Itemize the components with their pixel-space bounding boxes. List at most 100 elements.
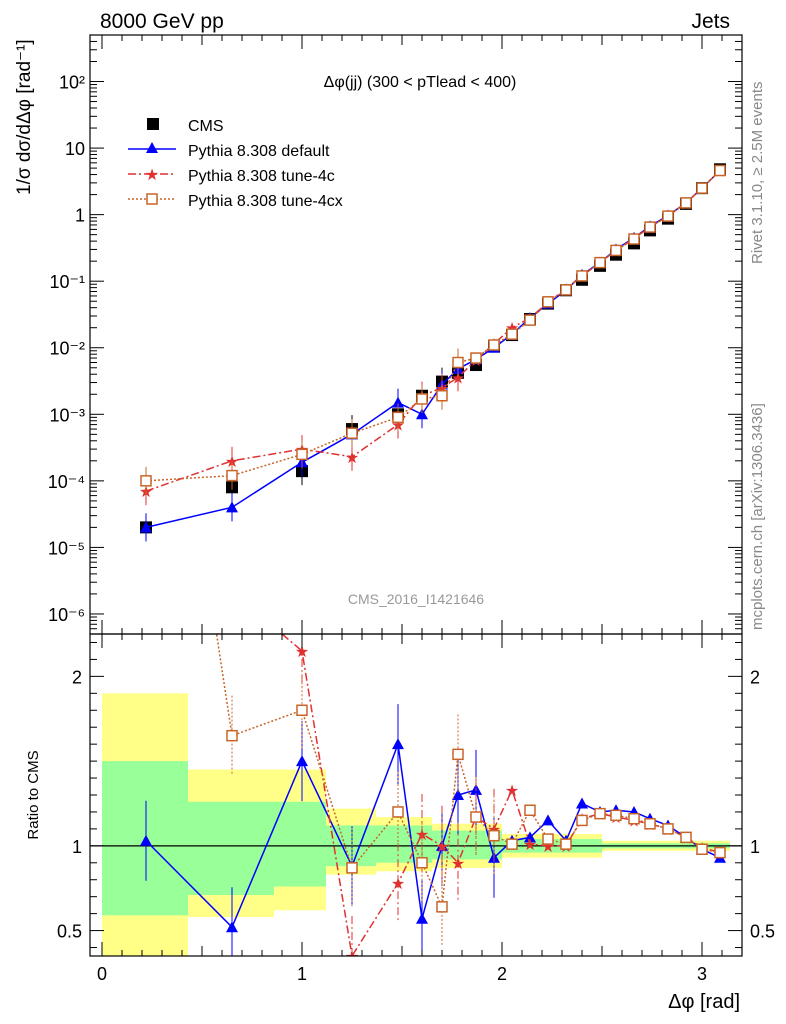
ratio-band-green bbox=[274, 801, 326, 887]
ratio-point-marker: ★ bbox=[391, 876, 405, 893]
main-point-marker bbox=[436, 389, 448, 402]
ratio-point-marker bbox=[226, 921, 238, 933]
ratio-point-marker bbox=[436, 901, 448, 913]
main-y-tick-label: 10 bbox=[65, 139, 85, 159]
ratio-point-marker bbox=[296, 755, 308, 767]
main-y-tick-label: 10⁻⁴ bbox=[48, 472, 85, 492]
ratio-y-tick-label-right: 2 bbox=[750, 667, 760, 687]
mcplots-reference-label: mcplots.cern.ch [arXiv:1306.3436] bbox=[749, 403, 766, 630]
background-layer bbox=[90, 693, 742, 956]
legend-label-default: Pythia 8.308 default bbox=[188, 143, 330, 160]
legend-label-cms: CMS bbox=[188, 118, 224, 135]
main-point-marker bbox=[346, 427, 358, 439]
ratio-point-marker bbox=[542, 814, 554, 826]
main-line-3 bbox=[145, 169, 721, 482]
ratio-point-marker bbox=[296, 704, 308, 717]
ratio-point-marker bbox=[506, 838, 518, 850]
main-point-marker bbox=[506, 328, 518, 340]
main-point-marker bbox=[714, 164, 726, 177]
main-line-2 bbox=[145, 169, 721, 492]
main-point-marker bbox=[662, 210, 674, 222]
ratio-series-group: ★★★★★★★★★★★★★★★★★★★★★★★ bbox=[139, 415, 727, 966]
ratio-point-marker: ★ bbox=[451, 856, 465, 873]
main-point-marker bbox=[140, 521, 152, 533]
ratio-point-marker bbox=[392, 738, 404, 750]
ratio-point-marker bbox=[628, 812, 640, 825]
ratio-point-marker bbox=[488, 829, 500, 842]
main-y-tick-label: 1 bbox=[75, 206, 85, 226]
main-point-marker bbox=[226, 501, 238, 513]
ratio-line-1 bbox=[280, 634, 721, 956]
main-point-marker bbox=[416, 393, 428, 405]
ratio-y-axis-label: Ratio to CMS bbox=[25, 750, 42, 839]
x-axis-label: Δφ [rad] bbox=[668, 991, 740, 1013]
main-point-marker bbox=[576, 270, 588, 282]
main-chart-title: Δφ(jj) (300 < pTlead < 400) bbox=[324, 74, 517, 91]
ratio-point-marker bbox=[644, 818, 656, 830]
ratio-point-marker: ★ bbox=[225, 585, 239, 602]
ratio-point-marker bbox=[452, 789, 464, 800]
ratio-point-marker bbox=[696, 843, 708, 855]
main-point-marker bbox=[488, 339, 500, 351]
main-point-marker bbox=[470, 352, 482, 364]
ratio-point-marker bbox=[416, 912, 428, 924]
legend-marker-cms bbox=[147, 118, 159, 130]
ratio-point-marker bbox=[594, 807, 606, 820]
main-y-tick-label: 10⁻¹ bbox=[49, 272, 85, 292]
ratio-point-marker bbox=[576, 797, 588, 809]
ratio-point-marker bbox=[226, 729, 238, 742]
ratio-y-tick-label: 1 bbox=[72, 837, 82, 857]
x-tick-label: 2 bbox=[497, 964, 507, 984]
ratio-point-marker bbox=[140, 834, 152, 846]
rivet-version-label: Rivet 3.1.10, ≥ 2.5M events bbox=[749, 82, 766, 265]
ratio-point-marker bbox=[524, 831, 536, 843]
ratio-point-marker bbox=[470, 811, 482, 823]
ratio-point-marker bbox=[680, 831, 692, 844]
ratio-point-marker: ★ bbox=[345, 949, 359, 966]
ratio-point-marker bbox=[346, 862, 358, 874]
main-point-marker: ★ bbox=[451, 370, 465, 387]
main-series-group: ★★★★★★★★★★★★★★★★★★★★★★★ bbox=[139, 163, 727, 542]
main-y-tick-label: 10⁻⁶ bbox=[48, 605, 85, 625]
ratio-point-marker bbox=[610, 809, 622, 822]
ratio-band-green bbox=[376, 825, 432, 863]
x-tick-label: 3 bbox=[697, 964, 707, 984]
main-y-tick-label: 10⁻³ bbox=[49, 405, 85, 425]
main-point-marker bbox=[392, 411, 404, 424]
ratio-y-tick-label: 0.5 bbox=[57, 922, 82, 942]
ratio-y-tick-label: 2 bbox=[72, 667, 82, 687]
ratio-point-marker: ★ bbox=[505, 783, 519, 800]
main-point-marker bbox=[542, 296, 554, 308]
main-point-marker bbox=[644, 221, 656, 233]
plot-layer: ★★★★★★★★★★★★★★★★★★★★★★★★★★★★★★★★★★★★★★★★… bbox=[139, 163, 727, 966]
ratio-band-green bbox=[188, 801, 274, 895]
ratio-point-marker bbox=[416, 857, 428, 869]
main-point-marker bbox=[594, 256, 606, 269]
ratio-point-marker: ★ bbox=[523, 837, 537, 854]
ratio-point-marker bbox=[714, 846, 726, 859]
main-y-tick-label: 10² bbox=[59, 73, 85, 93]
legend-marker-tune-4cx bbox=[146, 193, 158, 205]
main-point-marker bbox=[680, 197, 692, 209]
ratio-point-marker: ★ bbox=[435, 839, 449, 856]
x-tick-label: 0 bbox=[97, 964, 107, 984]
ratio-point-marker bbox=[392, 806, 404, 818]
main-point-marker bbox=[696, 182, 708, 194]
ratio-bands bbox=[102, 693, 730, 956]
main-point-marker bbox=[560, 284, 572, 296]
ratio-point-marker bbox=[542, 833, 554, 845]
legend-label-tune-4c: Pythia 8.308 tune-4c bbox=[188, 168, 335, 185]
main-point-marker bbox=[226, 469, 238, 482]
main-y-tick-label: 10⁻² bbox=[49, 339, 85, 359]
ratio-y-tick-label-right: 1 bbox=[750, 837, 760, 857]
process-label: 8000 GeV pp bbox=[100, 10, 224, 33]
ratio-point-marker bbox=[576, 814, 588, 827]
main-y-axis-label: 1/σ dσ/dΔφ [rad⁻¹] bbox=[14, 39, 35, 195]
main-point-marker bbox=[628, 233, 640, 245]
main-point-marker bbox=[524, 314, 536, 326]
ratio-point-marker: ★ bbox=[139, 415, 153, 432]
main-point-marker bbox=[416, 408, 428, 420]
ratio-point-marker bbox=[524, 804, 536, 817]
main-point-marker bbox=[296, 448, 308, 461]
